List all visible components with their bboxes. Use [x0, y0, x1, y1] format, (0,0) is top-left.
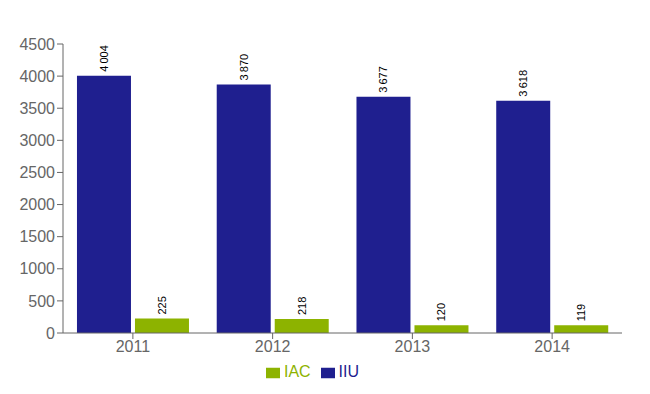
svg-text:3500: 3500	[19, 100, 55, 117]
svg-text:1500: 1500	[19, 228, 55, 245]
svg-text:2000: 2000	[19, 196, 55, 213]
html-text:IIU: IIU	[338, 363, 360, 380]
svg-text:2011: 2011	[116, 338, 151, 355]
svg-text:500: 500	[28, 293, 55, 310]
svg-text:2012: 2012	[255, 338, 291, 355]
svg-text:4500: 4500	[19, 36, 55, 53]
svg-text:3 870: 3 870	[238, 54, 250, 81]
html-text:IAC: IAC	[283, 363, 311, 380]
svg-text:3 618: 3 618	[517, 70, 529, 97]
svg-text:218: 218	[296, 297, 308, 315]
svg-text:225: 225	[156, 296, 168, 314]
svg-text:3 677: 3 677	[377, 66, 389, 93]
svg-text:2014: 2014	[534, 338, 570, 355]
svg-text:120: 120	[435, 303, 447, 321]
svg-text:4 004: 4 004	[98, 45, 110, 72]
svg-text:1000: 1000	[19, 260, 55, 277]
svg-text:2013: 2013	[395, 338, 431, 355]
svg-text:2500: 2500	[19, 164, 55, 181]
svg-text:4000: 4000	[19, 68, 55, 85]
svg-text:3000: 3000	[19, 132, 55, 149]
svg-text:0: 0	[46, 325, 55, 342]
svg-text:119: 119	[575, 304, 587, 322]
